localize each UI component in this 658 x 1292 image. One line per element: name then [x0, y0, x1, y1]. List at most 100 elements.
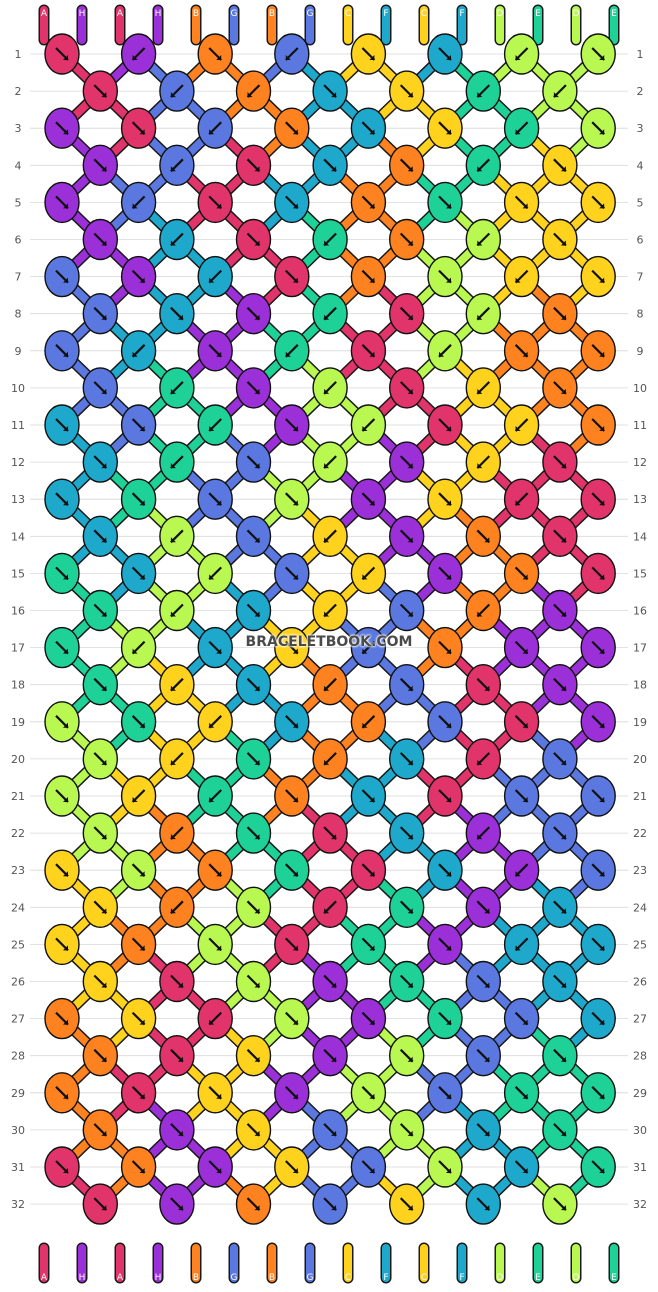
- knot[interactable]: [465, 1034, 501, 1077]
- knot[interactable]: [197, 478, 233, 520]
- knot[interactable]: [44, 181, 80, 224]
- knot[interactable]: [44, 1072, 80, 1114]
- knot[interactable]: [120, 626, 157, 669]
- knot[interactable]: [44, 923, 80, 966]
- knot[interactable]: [503, 1072, 540, 1114]
- knot[interactable]: [235, 144, 272, 187]
- knot[interactable]: [350, 478, 387, 520]
- knot[interactable]: [197, 404, 233, 446]
- knot[interactable]: [580, 181, 616, 224]
- knot[interactable]: [580, 1072, 616, 1114]
- knot[interactable]: [465, 293, 501, 335]
- knot[interactable]: [465, 70, 501, 112]
- knot[interactable]: [82, 960, 119, 1003]
- knot[interactable]: [44, 330, 80, 372]
- knot[interactable]: [120, 1146, 157, 1188]
- knot[interactable]: [542, 367, 578, 409]
- knot[interactable]: [197, 626, 233, 669]
- knot[interactable]: [350, 404, 387, 446]
- knot[interactable]: [44, 552, 80, 595]
- knot[interactable]: [159, 367, 195, 409]
- knot[interactable]: [235, 218, 272, 261]
- knot[interactable]: [312, 441, 348, 483]
- knot[interactable]: [274, 33, 310, 75]
- knot[interactable]: [427, 404, 463, 446]
- knot[interactable]: [44, 107, 80, 149]
- knot[interactable]: [120, 404, 157, 446]
- knot[interactable]: [503, 33, 540, 75]
- knot[interactable]: [465, 664, 501, 706]
- knot[interactable]: [197, 330, 233, 372]
- knot[interactable]: [503, 330, 540, 372]
- knot[interactable]: [274, 552, 310, 595]
- knot[interactable]: [350, 701, 387, 743]
- knot[interactable]: [159, 1034, 195, 1077]
- knot[interactable]: [465, 1183, 501, 1225]
- knot[interactable]: [120, 997, 157, 1040]
- knot[interactable]: [274, 849, 310, 891]
- knot[interactable]: [82, 515, 119, 557]
- knot[interactable]: [465, 144, 501, 187]
- knot[interactable]: [503, 552, 540, 595]
- knot[interactable]: [542, 886, 578, 928]
- knot[interactable]: [197, 1072, 233, 1114]
- knot[interactable]: [350, 849, 387, 891]
- knot[interactable]: [503, 997, 540, 1040]
- knot[interactable]: [312, 1034, 348, 1077]
- knot[interactable]: [427, 1072, 463, 1114]
- knot[interactable]: [159, 1183, 195, 1225]
- knot[interactable]: [82, 589, 119, 632]
- knot[interactable]: [542, 1183, 578, 1225]
- knot[interactable]: [312, 293, 348, 335]
- knot[interactable]: [542, 664, 578, 706]
- knot[interactable]: [427, 701, 463, 743]
- knot[interactable]: [159, 812, 195, 854]
- knot[interactable]: [389, 812, 425, 854]
- knot[interactable]: [82, 886, 119, 928]
- knot[interactable]: [274, 923, 310, 966]
- knot[interactable]: [197, 849, 233, 891]
- knot[interactable]: [503, 626, 540, 669]
- knot[interactable]: [427, 849, 463, 891]
- knot[interactable]: [542, 738, 578, 780]
- knot[interactable]: [389, 515, 425, 557]
- knot[interactable]: [159, 70, 195, 112]
- knot[interactable]: [197, 701, 233, 743]
- knot[interactable]: [120, 181, 157, 224]
- knot[interactable]: [44, 1146, 80, 1188]
- knot[interactable]: [580, 701, 616, 743]
- knot[interactable]: [465, 441, 501, 483]
- knot[interactable]: [350, 181, 387, 224]
- knot[interactable]: [503, 404, 540, 446]
- knot[interactable]: [542, 293, 578, 335]
- knot[interactable]: [542, 144, 578, 187]
- knot[interactable]: [503, 1146, 540, 1188]
- knot[interactable]: [465, 589, 501, 632]
- knot[interactable]: [312, 664, 348, 706]
- knot[interactable]: [389, 1183, 425, 1225]
- knot[interactable]: [197, 923, 233, 966]
- knot[interactable]: [120, 33, 157, 75]
- knot[interactable]: [120, 849, 157, 891]
- knot[interactable]: [312, 367, 348, 409]
- knot[interactable]: [389, 589, 425, 632]
- knot[interactable]: [312, 812, 348, 854]
- knot[interactable]: [159, 886, 195, 928]
- knot[interactable]: [274, 1072, 310, 1114]
- knot[interactable]: [465, 812, 501, 854]
- knot[interactable]: [235, 886, 272, 928]
- knot[interactable]: [274, 997, 310, 1040]
- knot[interactable]: [389, 293, 425, 335]
- knot[interactable]: [389, 1109, 425, 1151]
- knot[interactable]: [274, 181, 310, 224]
- knot[interactable]: [44, 33, 80, 75]
- knot[interactable]: [350, 33, 387, 75]
- knot[interactable]: [197, 33, 233, 75]
- knot[interactable]: [159, 441, 195, 483]
- knot[interactable]: [235, 738, 272, 780]
- knot[interactable]: [542, 1109, 578, 1151]
- knot[interactable]: [82, 144, 119, 187]
- knot[interactable]: [120, 775, 157, 817]
- knot[interactable]: [389, 738, 425, 780]
- knot[interactable]: [120, 478, 157, 520]
